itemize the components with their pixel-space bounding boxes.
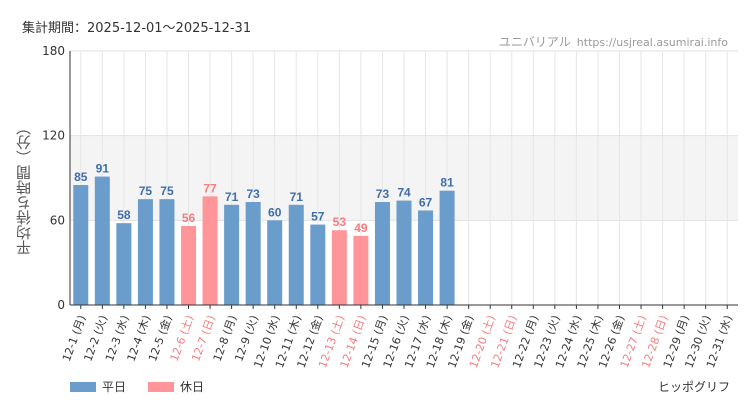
legend-swatch-holiday xyxy=(148,381,175,392)
bar xyxy=(288,204,304,305)
y-tick-label: 180 xyxy=(42,44,65,58)
data-label: 85 xyxy=(74,170,88,184)
brand-name: ユニバリアル xyxy=(498,35,571,49)
bar xyxy=(94,176,110,305)
data-label: 58 xyxy=(117,208,131,222)
y-tick-label: 120 xyxy=(42,129,65,143)
data-label: 73 xyxy=(246,187,260,201)
data-label: 81 xyxy=(440,176,454,190)
brand-url[interactable]: https://usjreal.asumirai.info xyxy=(576,36,728,49)
bar xyxy=(202,196,218,305)
credit-text: ヒッポグリフ xyxy=(657,380,730,394)
bar xyxy=(245,201,261,305)
data-label: 71 xyxy=(225,190,239,204)
bar xyxy=(374,201,390,305)
data-label: 56 xyxy=(182,211,196,225)
legend-item-holiday: 休日 xyxy=(148,378,204,395)
bar xyxy=(331,230,347,305)
legend: 平日 休日 xyxy=(70,378,226,395)
data-label: 53 xyxy=(333,215,347,229)
data-label: 57 xyxy=(311,210,325,224)
bar xyxy=(137,199,153,305)
data-label: 75 xyxy=(160,184,174,198)
data-label: 74 xyxy=(397,186,411,200)
legend-label-weekday: 平日 xyxy=(102,380,127,394)
legend-item-weekday: 平日 xyxy=(70,378,126,395)
data-label: 60 xyxy=(268,205,282,219)
bar xyxy=(116,223,132,305)
legend-swatch-weekday xyxy=(70,381,96,392)
bar xyxy=(310,224,326,305)
bar xyxy=(396,200,412,305)
bar xyxy=(73,185,89,305)
bar xyxy=(353,235,369,305)
bar xyxy=(159,199,175,305)
brand-text: ユニバリアル https://usjreal.asumirai.info xyxy=(499,33,728,50)
data-label: 49 xyxy=(354,221,368,235)
bar xyxy=(267,220,283,305)
data-label: 67 xyxy=(419,195,433,209)
data-label: 75 xyxy=(139,184,153,198)
y-tick-label: 0 xyxy=(57,298,65,312)
legend-label-holiday: 休日 xyxy=(180,380,205,394)
y-tick-label: 60 xyxy=(50,213,65,227)
bar xyxy=(224,204,240,305)
period-label: 集計期間：2025-12-01〜2025-12-31 xyxy=(22,21,252,36)
data-label: 91 xyxy=(96,162,110,176)
data-label: 71 xyxy=(290,190,304,204)
bar xyxy=(439,190,455,305)
bar xyxy=(181,225,197,305)
bar xyxy=(418,210,434,305)
data-label: 73 xyxy=(376,187,390,201)
data-label: 77 xyxy=(203,181,217,195)
